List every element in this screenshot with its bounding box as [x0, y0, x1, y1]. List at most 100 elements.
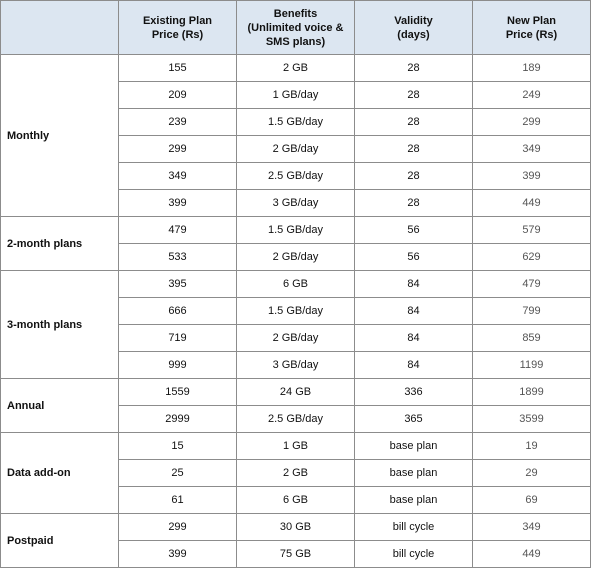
new-price-cell: 249: [472, 81, 591, 109]
table-row: 399 75 GB bill cycle 449: [1, 540, 591, 568]
benefits-cell: 3 GB/day: [236, 189, 355, 217]
table-row: 533 2 GB/day 56 629: [1, 243, 591, 271]
header-line: SMS plans): [265, 35, 326, 48]
validity-cell: base plan: [354, 459, 473, 487]
header-benefits: Benefits (Unlimited voice & SMS plans): [236, 0, 355, 55]
table-row: Data add-on 15 1 GB base plan 19: [0, 432, 591, 514]
new-price-cell: 449: [472, 189, 591, 217]
header-line: Price (Rs): [151, 28, 204, 41]
existing-price-cell: 1559: [118, 378, 237, 406]
existing-price-cell: 395: [118, 270, 237, 298]
table-row: Postpaid 299 30 GB bill cycle 349: [0, 513, 591, 568]
header-line: (days): [397, 28, 430, 41]
benefits-cell: 3 GB/day: [236, 351, 355, 379]
category-cell: 3-month plans: [0, 270, 119, 379]
validity-cell: 28: [354, 108, 473, 136]
header-category: [0, 0, 119, 55]
existing-price-cell: 61: [118, 486, 237, 514]
existing-price-cell: 15: [118, 432, 237, 460]
new-price-cell: 189: [472, 54, 591, 82]
table-row: 239 1.5 GB/day 28 299: [1, 108, 591, 136]
validity-cell: 28: [354, 189, 473, 217]
header-validity: Validity (days): [354, 0, 473, 55]
validity-cell: bill cycle: [354, 513, 473, 541]
table-row: 399 3 GB/day 28 449: [1, 189, 591, 217]
new-price-cell: 799: [472, 297, 591, 325]
benefits-cell: 30 GB: [236, 513, 355, 541]
benefits-cell: 2 GB: [236, 459, 355, 487]
existing-price-cell: 349: [118, 162, 237, 190]
existing-price-cell: 299: [118, 513, 237, 541]
benefits-cell: 2 GB: [236, 54, 355, 82]
validity-cell: 336: [354, 378, 473, 406]
existing-price-cell: 399: [118, 540, 237, 568]
existing-price-cell: 399: [118, 189, 237, 217]
benefits-cell: 1.5 GB/day: [236, 216, 355, 244]
new-price-cell: 449: [472, 540, 591, 568]
table-row: 299 2 GB/day 28 349: [1, 135, 591, 163]
new-price-cell: 69: [472, 486, 591, 514]
header-line: Validity: [394, 14, 433, 27]
table-row: Annual 1559 24 GB 336 1899: [0, 378, 591, 433]
table-row: 2-month plans 479 1.5 GB/day 56 579: [0, 216, 591, 271]
existing-price-cell: 719: [118, 324, 237, 352]
validity-cell: bill cycle: [354, 540, 473, 568]
new-price-cell: 1899: [472, 378, 591, 406]
table-header: Existing Plan Price (Rs) Benefits (Unlim…: [0, 0, 591, 55]
benefits-cell: 2.5 GB/day: [236, 405, 355, 433]
category-cell: 2-month plans: [0, 216, 119, 271]
category-cell: Monthly: [0, 54, 119, 217]
validity-cell: 28: [354, 135, 473, 163]
new-price-cell: 349: [472, 135, 591, 163]
validity-cell: 28: [354, 54, 473, 82]
benefits-cell: 6 GB: [236, 486, 355, 514]
new-price-cell: 859: [472, 324, 591, 352]
header-new-price: New Plan Price (Rs): [472, 0, 591, 55]
new-price-cell: 479: [472, 270, 591, 298]
new-price-cell: 399: [472, 162, 591, 190]
table-row: 61 6 GB base plan 69: [1, 486, 591, 514]
validity-cell: 28: [354, 81, 473, 109]
benefits-cell: 1 GB/day: [236, 81, 355, 109]
existing-price-cell: 666: [118, 297, 237, 325]
new-price-cell: 349: [472, 513, 591, 541]
validity-cell: base plan: [354, 486, 473, 514]
table-row: 719 2 GB/day 84 859: [1, 324, 591, 352]
existing-price-cell: 2999: [118, 405, 237, 433]
benefits-cell: 2 GB/day: [236, 135, 355, 163]
validity-cell: 84: [354, 297, 473, 325]
table-row: 3-month plans 395 6 GB 84 479: [0, 270, 591, 379]
table-row: 666 1.5 GB/day 84 799: [1, 297, 591, 325]
validity-cell: base plan: [354, 432, 473, 460]
new-price-cell: 629: [472, 243, 591, 271]
existing-price-cell: 999: [118, 351, 237, 379]
header-row: Existing Plan Price (Rs) Benefits (Unlim…: [0, 0, 591, 55]
benefits-cell: 24 GB: [236, 378, 355, 406]
header-line: New Plan: [507, 14, 556, 27]
table-row: 209 1 GB/day 28 249: [1, 81, 591, 109]
validity-cell: 56: [354, 243, 473, 271]
benefits-cell: 1 GB: [236, 432, 355, 460]
header-existing-price: Existing Plan Price (Rs): [118, 0, 237, 55]
existing-price-cell: 155: [118, 54, 237, 82]
category-cell: Annual: [0, 378, 119, 433]
new-price-cell: 299: [472, 108, 591, 136]
validity-cell: 84: [354, 270, 473, 298]
header-line: Benefits: [273, 7, 318, 20]
existing-price-cell: 25: [118, 459, 237, 487]
validity-cell: 84: [354, 351, 473, 379]
new-price-cell: 1199: [472, 351, 591, 379]
new-price-cell: 29: [472, 459, 591, 487]
validity-cell: 84: [354, 324, 473, 352]
existing-price-cell: 209: [118, 81, 237, 109]
table-row: Monthly 155 2 GB 28 189: [0, 54, 591, 217]
table-row: 25 2 GB base plan 29: [1, 459, 591, 487]
benefits-cell: 6 GB: [236, 270, 355, 298]
benefits-cell: 2 GB/day: [236, 243, 355, 271]
existing-price-cell: 299: [118, 135, 237, 163]
header-line: Existing Plan: [142, 14, 213, 27]
benefits-cell: 1.5 GB/day: [236, 297, 355, 325]
header-line: Price (Rs): [505, 28, 558, 41]
validity-cell: 365: [354, 405, 473, 433]
